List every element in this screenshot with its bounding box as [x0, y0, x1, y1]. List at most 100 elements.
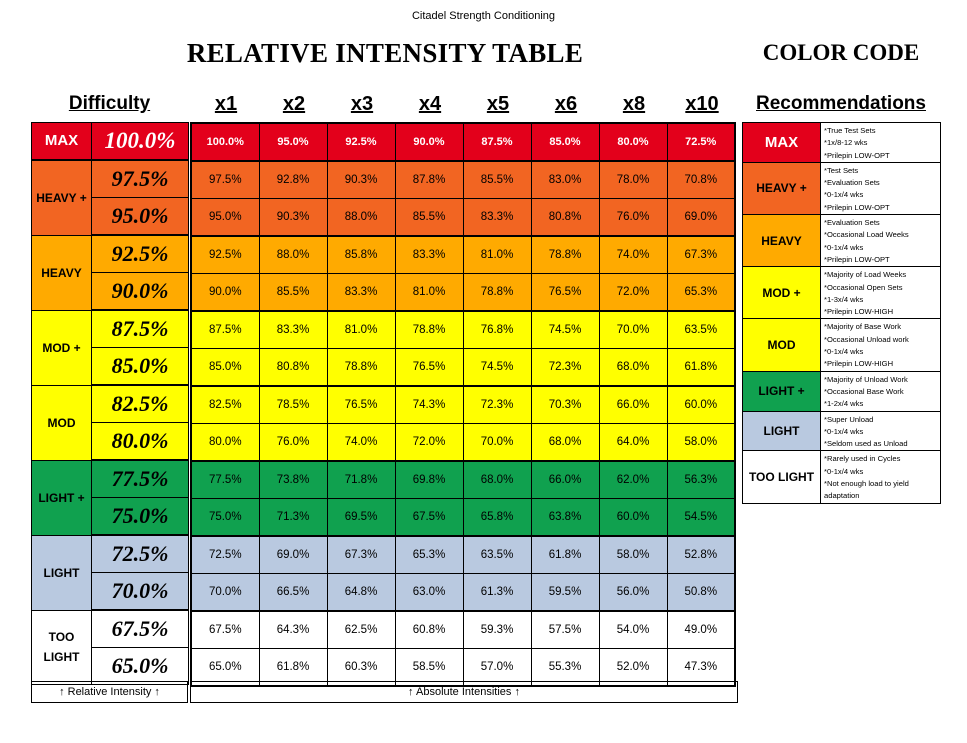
abs-cell: 72.0% [394, 423, 464, 462]
note-line: *0-1x/4 wks [824, 347, 864, 357]
relative-pct: 87.5% [91, 309, 189, 348]
abs-cell: 66.0% [530, 460, 600, 499]
abs-cell: 68.0% [530, 423, 600, 462]
note-line: *1x/8-12 wks [824, 138, 868, 148]
abs-cell: 85.0% [530, 122, 600, 162]
abs-cell: 90.0% [394, 122, 464, 162]
abs-cell: 72.0% [598, 273, 668, 312]
relative-pct: 65.0% [91, 647, 189, 685]
relative-pct: 72.5% [91, 534, 189, 573]
table-row: 80.0% 76.0% 74.0% 72.0% 70.0% 68.0% 64.0… [190, 423, 736, 462]
note-line: *0-1x/4 wks [824, 190, 864, 200]
abs-cell: 54.5% [666, 498, 736, 537]
note-line: *Test Sets [824, 165, 859, 175]
abs-cell: 80.8% [258, 348, 328, 387]
difficulty-label-heavy-plus: HEAVY + [31, 159, 92, 236]
relative-pct: 92.5% [91, 234, 189, 273]
abs-cell: 80.8% [530, 198, 600, 237]
abs-cell: 70.3% [530, 385, 600, 424]
abs-cell: 67.5% [190, 610, 260, 649]
abs-cell: 78.5% [258, 385, 328, 424]
abs-cell: 67.3% [326, 535, 396, 574]
relative-pct: 85.0% [91, 347, 189, 386]
abs-cell: 67.5% [394, 498, 464, 537]
abs-cell: 95.0% [190, 198, 260, 237]
abs-cell: 90.3% [326, 160, 396, 199]
abs-cell: 81.0% [326, 310, 396, 349]
relative-pct: 90.0% [91, 272, 189, 311]
abs-cell: 70.0% [462, 423, 532, 462]
note-line: *Occasional Unload work [824, 334, 909, 344]
abs-cell: 54.0% [598, 610, 668, 649]
note-line: adaptation [824, 491, 860, 501]
abs-cell: 69.0% [666, 198, 736, 237]
abs-cell: 83.3% [326, 273, 396, 312]
abs-cell: 90.3% [258, 198, 328, 237]
abs-cell: 72.3% [530, 348, 600, 387]
recommendation-notes-mod-plus: *Majority of Load Weeks *Occasional Open… [820, 266, 941, 320]
abs-cell: 85.0% [190, 348, 260, 387]
note-line: *Majority of Load Weeks [824, 270, 907, 280]
abs-cell: 58.0% [598, 535, 668, 574]
abs-cell: 60.0% [666, 385, 736, 424]
note-line: *Prilepin LOW-HIGH [824, 359, 894, 369]
table-row: 97.5% 92.8% 90.3% 87.8% 85.5% 83.0% 78.0… [190, 160, 736, 199]
abs-cell: 78.8% [530, 235, 600, 274]
rep-header-x2: x2 [282, 93, 306, 115]
abs-cell: 75.0% [190, 498, 260, 537]
abs-cell: 70.0% [190, 573, 260, 612]
note-line: *Prilepin LOW-OPT [824, 202, 890, 212]
abs-cell: 74.3% [394, 385, 464, 424]
table-row: 67.5% 64.3% 62.5% 60.8% 59.3% 57.5% 54.0… [190, 610, 736, 649]
abs-cell: 63.5% [666, 310, 736, 349]
color-code-mod: MOD [742, 318, 821, 372]
abs-cell: 47.3% [666, 648, 736, 687]
rep-header-x6: x6 [554, 93, 578, 115]
relative-pct: 77.5% [91, 459, 189, 498]
abs-cell: 57.0% [462, 648, 532, 687]
abs-cell: 92.5% [190, 235, 260, 274]
difficulty-column-header: Difficulty [68, 93, 151, 114]
color-code-mod-plus: MOD + [742, 266, 821, 320]
abs-cell: 74.5% [530, 310, 600, 349]
abs-cell: 78.8% [394, 310, 464, 349]
abs-cell: 69.0% [258, 535, 328, 574]
rep-header-x1: x1 [214, 93, 238, 115]
abs-cell: 74.0% [598, 235, 668, 274]
rep-header-x3: x3 [350, 93, 374, 115]
abs-cell: 76.0% [258, 423, 328, 462]
abs-cell: 81.0% [462, 235, 532, 274]
table-row: 95.0% 90.3% 88.0% 85.5% 83.3% 80.8% 76.0… [190, 198, 736, 237]
color-code-heading: COLOR CODE [762, 40, 920, 65]
abs-cell: 49.0% [666, 610, 736, 649]
difficulty-label-mod-plus: MOD + [31, 309, 92, 386]
table-row: 72.5% 69.0% 67.3% 65.3% 63.5% 61.8% 58.0… [190, 535, 736, 574]
recommendations-column-header: Recommendations [756, 93, 926, 114]
relative-pct: 70.0% [91, 572, 189, 611]
abs-cell: 74.5% [462, 348, 532, 387]
abs-cell: 52.0% [598, 648, 668, 687]
abs-cell: 78.0% [598, 160, 668, 199]
rep-header-x4: x4 [418, 93, 442, 115]
note-line: *1-3x/4 wks [824, 294, 864, 304]
difficulty-label-max: MAX [31, 122, 92, 161]
abs-cell: 76.5% [530, 273, 600, 312]
abs-cell: 87.5% [190, 310, 260, 349]
note-line: *Evaluation Sets [824, 178, 880, 188]
abs-cell: 87.5% [462, 122, 532, 162]
abs-cell: 72.5% [190, 535, 260, 574]
recommendation-notes-light-plus: *Majority of Unload Work *Occasional Bas… [820, 370, 941, 412]
note-line: *Occasional Base Work [824, 386, 904, 396]
rep-header-x10: x10 [685, 93, 719, 115]
abs-cell: 50.8% [666, 573, 736, 612]
abs-cell: 80.0% [598, 122, 668, 162]
absolute-intensities-footer: ↑ Absolute Intensities ↑ [190, 681, 738, 703]
abs-cell: 83.0% [530, 160, 600, 199]
abs-cell: 73.8% [258, 460, 328, 499]
abs-cell: 68.0% [462, 460, 532, 499]
note-line: *Not enough load to yield [824, 479, 909, 489]
table-row: 85.0% 80.8% 78.8% 76.5% 74.5% 72.3% 68.0… [190, 348, 736, 387]
relative-pct: 80.0% [91, 422, 189, 461]
table-row: 92.5% 88.0% 85.8% 83.3% 81.0% 78.8% 74.0… [190, 235, 736, 274]
note-line: *Super Unload [824, 414, 874, 424]
